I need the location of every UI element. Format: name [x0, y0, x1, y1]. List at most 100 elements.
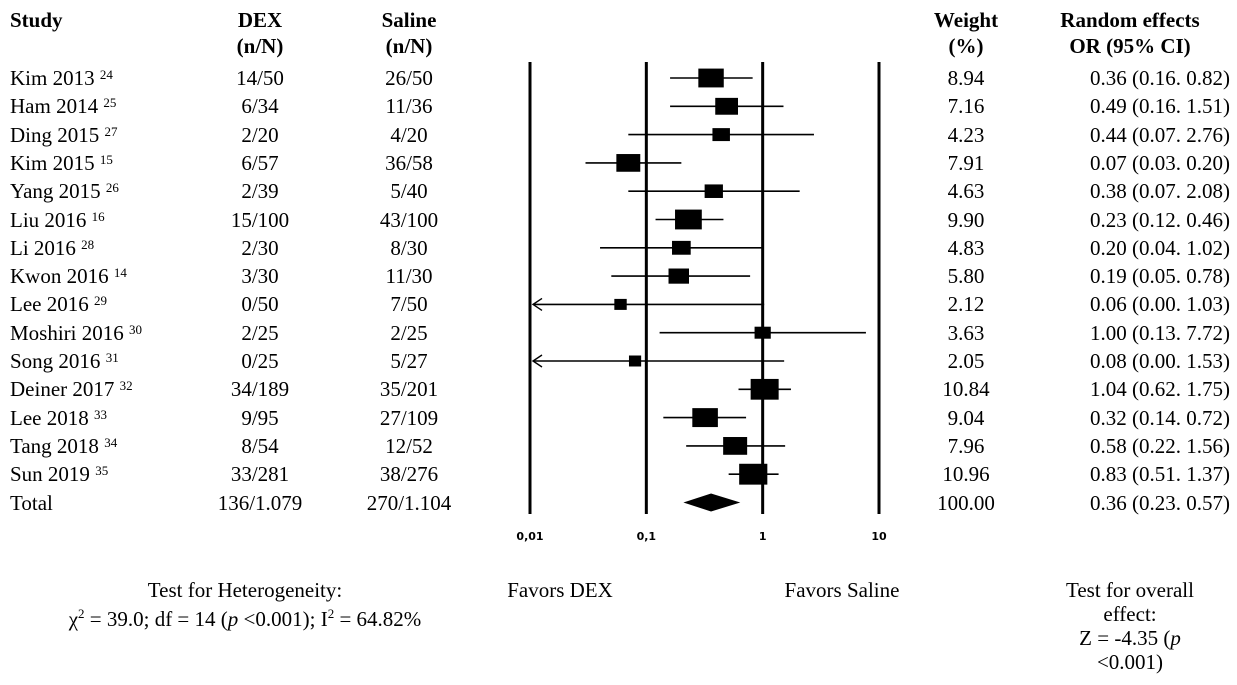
- or-ci-text: 0.44 (0.07. 2.76): [1090, 122, 1230, 147]
- dex-count: 15/100: [230, 207, 290, 232]
- overall-effect-title-2: effect:: [1103, 602, 1157, 626]
- saline-count: 2/25: [390, 320, 428, 345]
- weight-value: 9.90: [947, 207, 985, 232]
- weight-value: 8.94: [947, 66, 985, 90]
- weight-value: 2.12: [947, 292, 985, 317]
- dex-count: 14/50: [236, 66, 284, 90]
- or-ci-text: 0.32 (0.14. 0.72): [1090, 405, 1230, 430]
- point-estimate: [715, 97, 739, 115]
- header-or-sub: OR (95% CI): [1069, 34, 1191, 58]
- saline-count: 4/20: [390, 122, 428, 147]
- or-ci-text: 0.58 (0.22. 1.56): [1090, 433, 1230, 458]
- ci-arrow: [531, 354, 543, 368]
- weight-value: 10.96: [942, 462, 990, 487]
- overall-effect-title: Test for overall: [1066, 578, 1194, 602]
- study-name: Moshiri 2016 30: [10, 320, 143, 345]
- header-saline: Saline: [381, 8, 437, 32]
- or-ci-text: 0.07 (0.03. 0.20): [1090, 150, 1230, 175]
- saline-count: 7/50: [390, 292, 428, 317]
- or-ci-text: 0.23 (0.12. 0.46): [1090, 207, 1230, 232]
- saline-count: 12/52: [385, 433, 433, 458]
- dex-count: 0/25: [241, 349, 279, 373]
- or-ci-text: 0.19 (0.05. 0.78): [1090, 264, 1230, 289]
- point-estimate: [628, 355, 642, 367]
- point-estimate: [692, 408, 718, 428]
- study-name: Lee 2016 29: [10, 292, 107, 317]
- or-ci-text: 1.00 (0.13. 7.72): [1090, 320, 1230, 345]
- saline-count: 36/58: [385, 150, 433, 175]
- favors-dex-label: Favors DEX: [507, 578, 613, 602]
- saline-count: 5/27: [390, 349, 428, 373]
- x-tick-label: 0,1: [637, 530, 657, 543]
- weight-value: 4.63: [947, 179, 985, 204]
- dex-count: 136/1.079: [217, 490, 303, 515]
- dex-count: 8/54: [241, 433, 279, 458]
- header-study: Study: [10, 8, 63, 32]
- point-estimate: [704, 184, 723, 198]
- total-label: Total: [10, 490, 53, 515]
- dex-count: 6/34: [241, 94, 279, 119]
- dex-count: 2/39: [241, 179, 279, 204]
- study-name: Sun 2019 35: [10, 462, 109, 487]
- or-ci-text: 1.04 (0.62. 1.75): [1090, 377, 1230, 402]
- study-name: Deiner 2017 32: [10, 377, 133, 402]
- point-estimate: [675, 209, 702, 230]
- study-name: Yang 2015 26: [10, 179, 119, 204]
- or-ci-text: 0.49 (0.16. 1.51): [1090, 94, 1230, 119]
- heterogeneity-title: Test for Heterogeneity:: [147, 578, 343, 602]
- point-estimate: [712, 128, 730, 142]
- dex-count: 3/30: [241, 264, 279, 289]
- or-ci-text: 0.36 (0.23. 0.57): [1090, 490, 1230, 515]
- saline-count: 5/40: [390, 179, 428, 204]
- saline-count: 38/276: [379, 462, 439, 487]
- point-estimate: [750, 378, 779, 400]
- dex-count: 2/25: [241, 320, 279, 345]
- point-estimate: [739, 463, 768, 485]
- heterogeneity-stats: χ2 = 39.0; df = 14 (p <0.001); I2 = 64.8…: [68, 606, 422, 631]
- saline-count: 8/30: [390, 235, 428, 260]
- or-ci-text: 0.08 (0.00. 1.53): [1090, 349, 1230, 373]
- saline-count: 11/36: [385, 94, 433, 119]
- saline-count: 11/30: [385, 264, 433, 289]
- dex-count: 34/189: [230, 377, 290, 402]
- point-estimate: [616, 154, 641, 172]
- or-ci-text: 0.06 (0.00. 1.03): [1090, 292, 1230, 317]
- weight-value: 2.05: [947, 349, 985, 373]
- study-name: Tang 2018 34: [10, 433, 118, 458]
- x-tick-label: 0,01: [516, 530, 543, 543]
- point-estimate: [614, 298, 627, 310]
- study-name: Li 2016 28: [10, 235, 95, 260]
- header-or: Random effects: [1060, 8, 1200, 32]
- study-name: Song 2016 31: [10, 349, 119, 373]
- point-estimate: [668, 268, 690, 284]
- dex-count: 2/20: [241, 122, 279, 147]
- saline-count: 35/201: [379, 377, 439, 402]
- dex-count: 6/57: [241, 150, 279, 175]
- dex-count: 33/281: [230, 462, 290, 487]
- total-diamond: [683, 493, 741, 512]
- saline-count: 27/109: [379, 405, 439, 430]
- study-name: Liu 2016 16: [10, 207, 105, 232]
- x-tick-label: 1: [759, 530, 767, 543]
- weight-value: 4.23: [947, 122, 985, 147]
- overall-effect-p: <0.001): [1096, 650, 1164, 674]
- or-ci-text: 0.38 (0.07. 2.08): [1090, 179, 1230, 204]
- or-ci-text: 0.36 (0.16. 0.82): [1090, 66, 1230, 90]
- saline-count: 270/1.104: [366, 490, 452, 515]
- point-estimate: [698, 68, 724, 88]
- heterogeneity-test: Test for Heterogeneity: χ2 = 39.0; df = …: [10, 578, 480, 631]
- dex-count: 0/50: [241, 292, 279, 317]
- weight-value: 100.00: [937, 490, 995, 515]
- weight-value: 7.16: [947, 94, 985, 119]
- point-estimate: [723, 437, 748, 455]
- header-saline-sub: (n/N): [385, 34, 433, 58]
- weight-value: 9.04: [947, 405, 985, 430]
- or-ci-text: 0.83 (0.51. 1.37): [1090, 462, 1230, 487]
- x-tick-label: 10: [871, 530, 887, 543]
- overall-effect-test: Test for overall effect: Z = -4.35 (p <0…: [1040, 578, 1220, 674]
- study-name: Ham 2014 25: [10, 94, 117, 119]
- study-name: Kim 2013 24: [10, 66, 113, 90]
- weight-value: 10.84: [942, 377, 990, 402]
- saline-count: 26/50: [385, 66, 433, 90]
